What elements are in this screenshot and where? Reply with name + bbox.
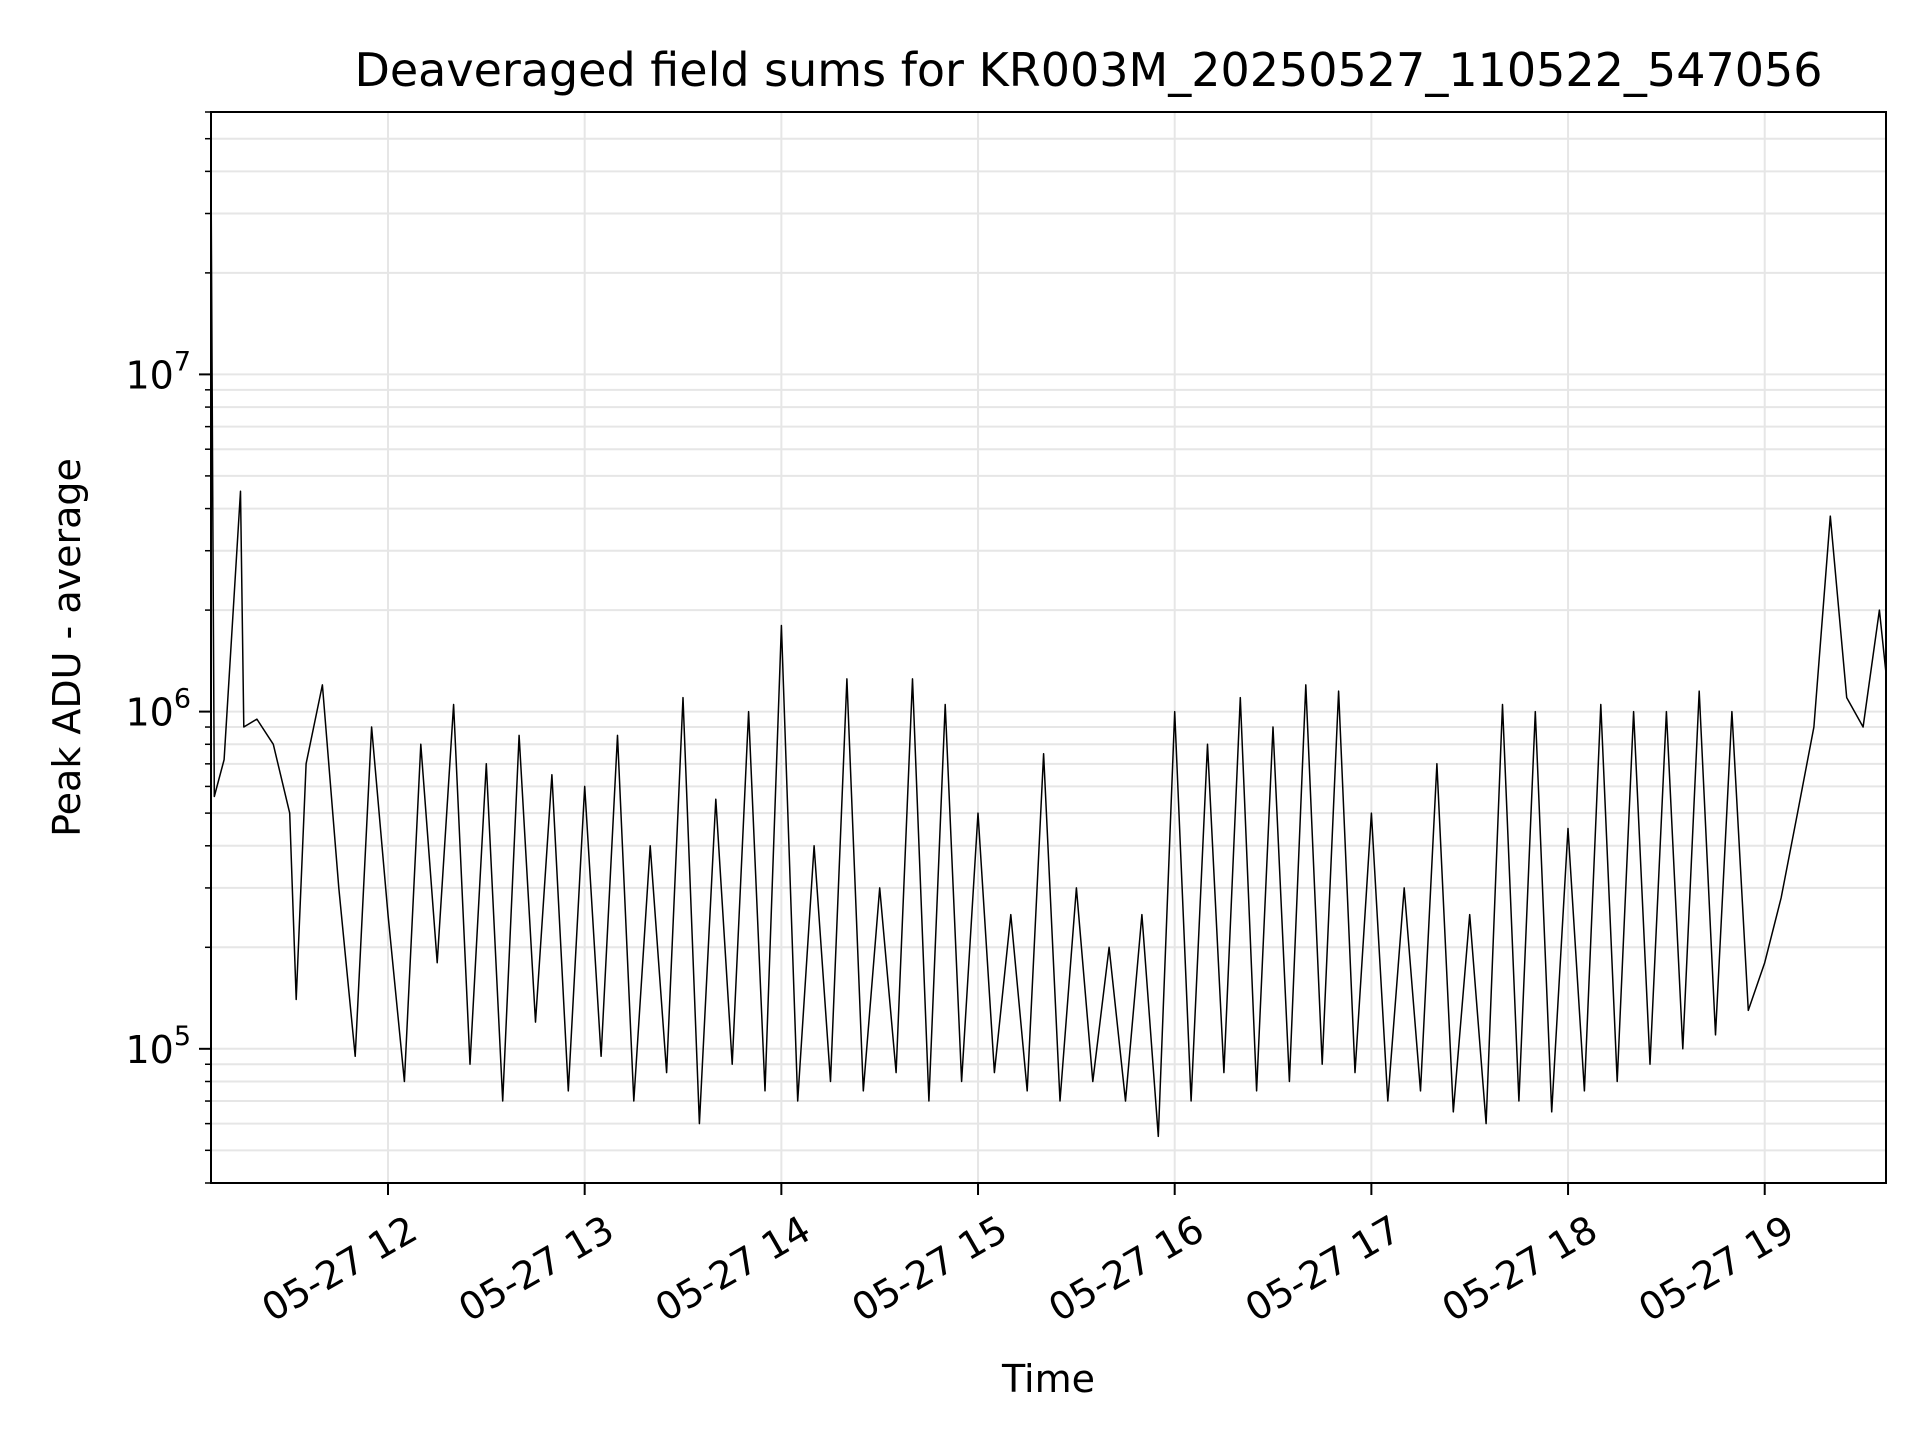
series-line-layer <box>210 163 1887 1138</box>
x-tick-label: 05-27 16 <box>1041 1207 1211 1331</box>
data-series-line <box>210 163 1887 1138</box>
x-tick-label: 05-27 19 <box>1631 1207 1801 1331</box>
y-tick-label: 107 <box>125 346 191 397</box>
x-tick-label: 05-27 15 <box>845 1207 1015 1331</box>
x-tick-label: 05-27 12 <box>255 1207 425 1331</box>
y-tick-exponent: 5 <box>174 1021 191 1052</box>
x-tick-label: 05-27 18 <box>1435 1207 1605 1331</box>
y-tick-base: 10 <box>125 691 173 735</box>
y-axis-label: Peak ADU - average <box>45 458 89 837</box>
y-tick-label: 105 <box>125 1021 191 1072</box>
x-axis-ticks: 05-27 12 05-27 13 05-27 14 05-27 15 05-27 16… <box>255 1183 1801 1331</box>
x-tick-label: 05-27 13 <box>451 1207 621 1331</box>
y-tick-exponent: 7 <box>174 346 191 377</box>
plot-frame <box>210 111 1887 1184</box>
chart-title: Deaveraged field sums for KR003M_2025052… <box>354 43 1822 97</box>
y-tick-label: 106 <box>125 684 191 735</box>
x-tick-label: 05-27 17 <box>1238 1207 1408 1331</box>
x-axis-label: Time <box>1001 1357 1095 1401</box>
y-tick-base: 10 <box>125 1028 173 1072</box>
y-tick-exponent: 6 <box>174 684 191 715</box>
y-tick-base: 10 <box>125 353 173 397</box>
x-tick-label: 05-27 14 <box>648 1207 818 1331</box>
grid-lines <box>211 111 1886 1184</box>
